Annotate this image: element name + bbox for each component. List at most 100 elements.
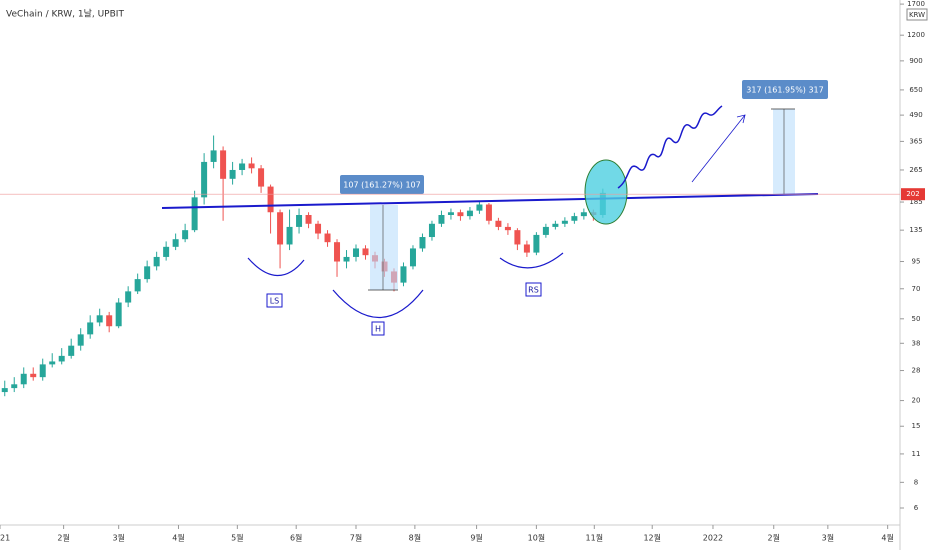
candle-body (182, 230, 189, 240)
pattern-label: RS (528, 286, 539, 295)
candle-body (353, 248, 360, 257)
y-tick-label: 70 (912, 285, 921, 293)
candle-body (533, 234, 540, 253)
x-tick-label: 7월 (350, 533, 362, 543)
y-tick-label: 50 (912, 315, 921, 323)
x-tick-label: 5월 (231, 533, 243, 543)
candle-body (153, 256, 160, 267)
y-tick-label: 20 (912, 397, 921, 405)
y-tick-label: 15 (912, 422, 921, 430)
y-tick-label: 490 (909, 111, 922, 119)
candle-body (561, 220, 568, 224)
candle-body (229, 169, 236, 179)
candle-body (163, 246, 170, 257)
candle-body (49, 361, 56, 365)
label-box (525, 282, 542, 297)
candle-body (77, 334, 84, 346)
candle-body (324, 233, 331, 243)
y-tick-label: 11 (912, 450, 921, 458)
candle-body (580, 212, 587, 217)
y-tick-label: 900 (909, 57, 922, 65)
x-tick-label: 2021 (0, 534, 10, 543)
y-tick-label: 95 (912, 258, 921, 266)
candle-body (58, 355, 65, 362)
candle-body (248, 163, 255, 169)
measure-label: 107 (161.27%) 107 (343, 181, 420, 190)
candle-body (39, 364, 46, 378)
candle-body (296, 214, 303, 227)
candle-body (315, 223, 322, 234)
candle-body (20, 373, 27, 385)
candle-body (68, 345, 75, 356)
x-tick-label: 12월 (643, 533, 661, 543)
candle-body (115, 302, 122, 327)
label-box (371, 321, 385, 336)
candle-body (476, 204, 483, 211)
candle-body (438, 214, 445, 224)
candle-body (106, 315, 113, 327)
x-tick-label: 10월 (528, 533, 546, 543)
currency-box (906, 8, 928, 21)
y-tick-label: 6 (914, 504, 919, 512)
x-tick-label: 2월 (57, 533, 69, 543)
y-tick-label: 265 (909, 166, 922, 174)
candle-body (267, 186, 274, 213)
x-tick-label: 2월 (768, 533, 780, 543)
candle-body (343, 256, 350, 262)
y-tick-label: 1200 (907, 31, 925, 39)
candle-body (457, 212, 464, 217)
candle-body (409, 248, 416, 267)
candle-body (485, 204, 492, 221)
candle-body (495, 220, 502, 227)
projection-arrow (691, 114, 746, 183)
candle-body (1, 388, 8, 393)
x-tick-label: 11월 (586, 533, 604, 543)
candle-body (362, 248, 369, 256)
candle-body (523, 244, 530, 253)
candle-body (514, 230, 521, 245)
candle-body (571, 216, 578, 221)
measure-box (370, 205, 398, 290)
candle-body (172, 239, 179, 247)
arc (499, 252, 564, 269)
measure-label-box (340, 175, 424, 194)
pattern-label: LS (270, 297, 280, 306)
candle-body (220, 150, 227, 179)
y-tick-label: 650 (909, 86, 922, 94)
breakout-circle (584, 159, 628, 225)
arrow-head (736, 114, 746, 124)
x-tick-label: 3월 (112, 533, 124, 543)
y-tick-label: 8 (914, 478, 918, 486)
projection-wave (617, 105, 723, 189)
last-price-box (901, 188, 925, 201)
candle-body (210, 150, 217, 162)
x-tick-label: 4월 (881, 533, 893, 543)
arc (247, 257, 305, 277)
pattern-label: H (375, 325, 381, 334)
candle-body (428, 223, 435, 238)
x-tick-label: 8월 (409, 533, 421, 543)
candle-body (239, 163, 246, 170)
candle-body (504, 226, 511, 231)
currency-label: KRW (909, 11, 925, 19)
y-tick-label: 28 (912, 367, 921, 375)
candle-body (125, 291, 132, 303)
candle-body (30, 373, 37, 378)
y-tick-label: 38 (912, 339, 921, 347)
candle-body (419, 237, 426, 249)
x-tick-label: 3월 (822, 533, 834, 543)
candle-body (552, 223, 559, 227)
neckline (161, 193, 819, 209)
candle-body (447, 212, 454, 215)
candle-body (11, 384, 18, 389)
y-tick-label: 365 (909, 137, 922, 145)
candle-body (144, 266, 151, 280)
candle-body (334, 242, 341, 262)
candle-body (286, 226, 293, 245)
candle-body (201, 161, 208, 198)
label-box (266, 293, 283, 308)
candle-body (96, 315, 103, 323)
drawings: LS H RS 107 (161.27%) 107 317 (161.95%) … (161, 80, 828, 336)
y-tick-label: 135 (909, 226, 922, 234)
candle-body (134, 279, 141, 292)
